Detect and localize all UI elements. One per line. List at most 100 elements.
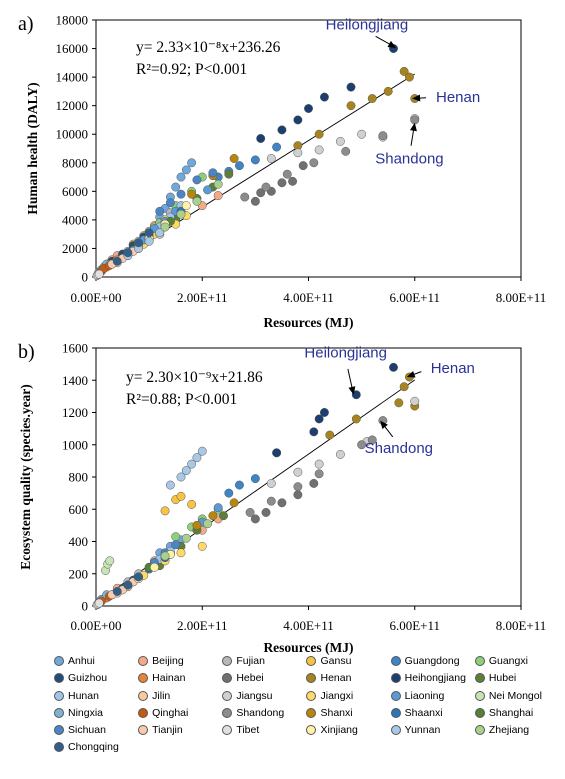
data-point-guangdong xyxy=(234,480,244,490)
data-point-guangdong xyxy=(250,474,260,484)
data-point-anhui xyxy=(187,158,197,168)
y-tick-label: 1400 xyxy=(62,373,88,388)
y-tick-label: 18000 xyxy=(56,13,89,28)
data-point-anhui xyxy=(181,165,191,175)
trendline xyxy=(95,379,416,603)
legend-label: Hainan xyxy=(152,672,186,685)
legend-marker xyxy=(474,725,485,736)
data-point-henan xyxy=(314,129,324,139)
data-point-shandong xyxy=(378,131,388,141)
legend-item: Fujian xyxy=(222,654,306,668)
legend-label: Henan xyxy=(320,672,352,685)
data-point-sichuan xyxy=(171,540,181,550)
annotation-arrow-head xyxy=(410,122,417,132)
x-tick-label: 0.00E+00 xyxy=(70,618,121,633)
data-point-jiangsu xyxy=(293,467,303,477)
data-point-henan xyxy=(367,94,377,103)
legend-label: Anhui xyxy=(68,655,95,667)
panel-a: 0 2000 4000 6000 8000 10000 12000 14000 16000 180… xyxy=(18,13,546,331)
data-point-shandong xyxy=(245,508,255,517)
data-point-chongqing xyxy=(123,580,133,590)
regression-stats: R²=0.88; P<0.001 xyxy=(126,391,237,408)
data-point-heihongjiang xyxy=(314,414,324,424)
data-point-anhui xyxy=(176,172,186,182)
legend-marker xyxy=(390,707,401,718)
legend-label: Hebei xyxy=(236,672,264,685)
legend-label: Heihongjiang xyxy=(404,672,466,685)
data-point-zhejiang xyxy=(176,209,186,219)
data-point-shanxi xyxy=(229,498,239,508)
data-point-jiangxi xyxy=(197,541,207,551)
legend-label: Tianjin xyxy=(152,724,183,737)
data-point-henan xyxy=(351,414,361,424)
legend-marker xyxy=(54,725,64,736)
legend-label: Beijing xyxy=(152,655,184,667)
legend-label: Hunan xyxy=(68,689,99,702)
data-point-hebei xyxy=(277,178,287,188)
y-tick-label: 200 xyxy=(69,566,89,581)
data-point-shandong xyxy=(266,496,276,506)
annotation-arrow-head xyxy=(412,94,421,102)
data-point-shandong xyxy=(261,182,271,192)
data-point-chongqing xyxy=(112,256,122,266)
data-point-yunnan xyxy=(176,472,186,482)
legend-marker xyxy=(138,690,149,701)
y-tick-label: 800 xyxy=(69,470,89,485)
legend-label: Tibet xyxy=(236,724,260,737)
legend-marker xyxy=(222,707,233,718)
data-point-heihongjiang xyxy=(319,92,329,102)
legend-label: Jilin xyxy=(152,689,171,702)
legend-label: Jiangsu xyxy=(236,689,273,702)
data-point-jiangxi xyxy=(176,548,186,558)
annotation-arrow-head xyxy=(380,420,388,430)
data-point-yunnan xyxy=(192,453,202,463)
data-point-chongqing xyxy=(134,238,143,248)
data-point-guangdong xyxy=(272,142,282,152)
y-tick-label: 2000 xyxy=(62,241,88,256)
data-point-guangdong xyxy=(224,488,234,498)
y-tick-label: 12000 xyxy=(56,98,89,113)
data-point-sichuan xyxy=(176,189,186,199)
data-point-heihongjiang xyxy=(351,390,361,400)
data-point-sichuan xyxy=(155,206,165,216)
annotation-label: Shandong xyxy=(365,440,433,457)
data-point-shandong xyxy=(240,192,250,202)
data-point-liaoning xyxy=(203,185,213,195)
legend-marker xyxy=(138,707,149,718)
data-point-zhejiang xyxy=(192,196,202,206)
legend-item: Shanghai xyxy=(474,706,559,720)
legend-marker xyxy=(54,673,64,684)
panel-label: b) xyxy=(18,341,35,363)
data-point-gansu xyxy=(187,499,197,509)
legend-marker xyxy=(306,707,317,718)
legend-marker xyxy=(138,725,149,736)
data-point-chongqing xyxy=(144,228,154,238)
data-point-chongqing xyxy=(134,572,143,582)
regression-equation: y= 2.33×10⁻⁸x+236.26 xyxy=(136,39,281,56)
data-point-jiangsu xyxy=(410,396,420,406)
legend-item: Shanxi xyxy=(306,706,390,720)
data-point-shanxi xyxy=(187,189,197,199)
legend-label: Fujian xyxy=(236,655,265,667)
data-point-beijing xyxy=(213,191,223,201)
annotation-arrow-head xyxy=(348,386,356,395)
regression-equation: y= 2.30×10⁻⁹x+21.86 xyxy=(126,369,263,386)
data-point-yunnan xyxy=(197,446,207,456)
legend-item: Ningxia xyxy=(54,706,138,720)
data-point-chongqing xyxy=(123,248,133,258)
y-tick-label: 600 xyxy=(69,502,89,517)
data-point-hebei xyxy=(293,490,303,500)
legend-label: Zhejiang xyxy=(488,724,530,737)
data-point-hubei xyxy=(224,169,234,179)
legend-item: Qinghai xyxy=(138,706,222,720)
data-point-gansu xyxy=(176,491,186,501)
data-point-hubei xyxy=(219,511,228,521)
data-point-jiangsu xyxy=(266,479,276,488)
data-point-henan xyxy=(325,430,335,440)
x-tick-label: 2.00E+11 xyxy=(177,618,228,633)
legend-label: Yunnan xyxy=(404,724,441,737)
data-point-zhejiang xyxy=(203,519,213,529)
legend-marker xyxy=(222,656,233,666)
data-point-heihongjiang xyxy=(256,134,266,143)
legend-marker xyxy=(390,673,401,684)
